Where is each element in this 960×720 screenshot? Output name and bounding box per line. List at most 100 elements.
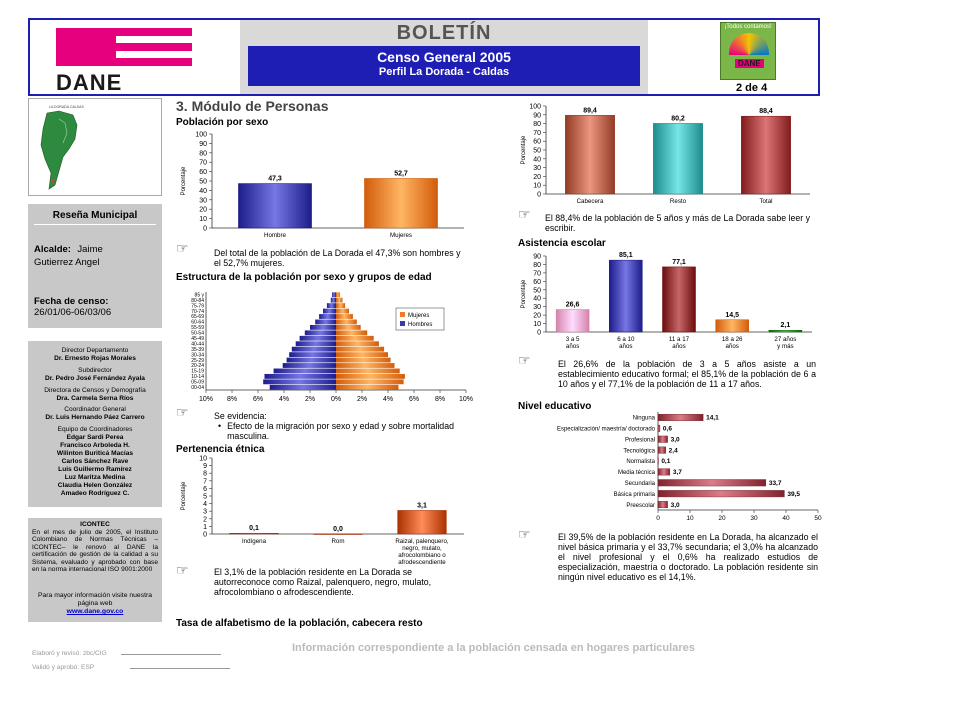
female-bar [336, 363, 395, 368]
female-bar [336, 303, 346, 309]
y-tick-label: 10 [533, 321, 541, 328]
bar [397, 510, 447, 535]
y-tick-label: 9 [203, 463, 207, 470]
rainbow-icon [729, 33, 769, 55]
age-group-label: 45-49 [191, 336, 204, 342]
age-group-label: 30-34 [191, 352, 204, 358]
pyramid-note: Se evidencia: • Efecto de la migración po… [214, 411, 468, 441]
pointing-hand-icon: ☞ [176, 240, 189, 256]
y-tick-label: 90 [533, 112, 541, 119]
data-label: 26,6 [566, 302, 580, 309]
y-tick-label: 100 [529, 104, 541, 111]
bar [657, 435, 668, 443]
data-label: 0,0 [333, 526, 343, 533]
age-group-label: 70-74 [191, 309, 204, 315]
female-bar [336, 379, 404, 385]
bar [657, 424, 661, 432]
dane-logo-text: DANE [56, 70, 123, 95]
y-tick-label: 20 [533, 313, 541, 320]
female-bar [336, 314, 353, 319]
y-tick-label: 70 [533, 270, 541, 277]
age-group-label: 55-59 [191, 325, 204, 331]
y-tick-label: 40 [199, 188, 207, 195]
legend-label-mujeres: Mujeres [408, 313, 429, 319]
bar [653, 123, 703, 195]
education-level-label: Normalista [626, 459, 655, 465]
male-bar [315, 319, 336, 325]
data-label: 3,0 [671, 436, 680, 443]
dane-logo: DANE [52, 26, 202, 95]
category-label: años [619, 343, 632, 350]
female-bar [336, 352, 388, 358]
y-tick-label: 80 [533, 262, 541, 269]
ethnic-chart-title: Pertenencia étnica [176, 444, 265, 455]
data-label: 0,1 [661, 458, 670, 465]
age-group-label: 20-24 [191, 363, 204, 369]
bar [657, 490, 785, 498]
y-tick-label: 2 [203, 516, 207, 523]
y-tick-label: 10 [533, 183, 541, 190]
data-label: 85,1 [619, 252, 633, 259]
bar [715, 319, 749, 333]
male-bar [330, 297, 336, 303]
data-label: 33,7 [769, 480, 782, 487]
mayor-label: Alcalde: [34, 244, 71, 255]
y-tick-label: 0 [537, 330, 541, 337]
y-tick-label: 30 [199, 197, 207, 204]
website-box: Para mayor información visite nuestra pá… [28, 586, 162, 622]
x-tick-label: 4% [383, 396, 393, 403]
mayor-name-last: Gutierrez Angel [34, 257, 100, 268]
category-label: afrodescendiente [398, 559, 446, 564]
y-axis-label: Porcentaje [521, 279, 527, 308]
category-label: 18 a 26 [722, 336, 743, 343]
age-group-label: 00-04 [191, 385, 204, 391]
pyramid-note-lead: Se evidencia: [214, 411, 267, 421]
x-tick-label: 40 [782, 515, 790, 522]
directory-name: Dr. Luis Hernando Páez Carrero [45, 414, 145, 422]
title-banner: Censo General 2005 Perfil La Dorada - Ca… [248, 46, 640, 86]
x-tick-label: 0 [656, 515, 660, 522]
icontec-heading: ICONTEC [80, 521, 110, 528]
title-box: BOLETÍN Censo General 2005 Perfil La Dor… [240, 20, 648, 94]
attendance-chart-title: Asistencia escolar [518, 238, 606, 249]
bar [662, 266, 696, 333]
category-label: y más [777, 343, 794, 350]
directory-name: Francisco Arboleda H. [60, 442, 130, 450]
section-title: 3. Módulo de Personas [176, 98, 329, 114]
website-text: Para mayor información visite nuestra pá… [37, 592, 153, 608]
y-tick-label: 50 [533, 148, 541, 155]
y-tick-label: 70 [199, 160, 207, 167]
bar [657, 413, 704, 421]
male-bar [286, 357, 336, 363]
male-bar [319, 314, 336, 319]
x-tick-label: 10% [459, 396, 473, 403]
data-label: 88,4 [759, 108, 773, 115]
y-tick-label: 5 [203, 494, 207, 501]
x-tick-label: 50 [814, 515, 822, 522]
x-tick-label: 30 [750, 515, 758, 522]
directory-name: Edgar Sardi Perea [66, 434, 124, 442]
bar [657, 446, 666, 454]
x-tick-label: 20 [718, 515, 726, 522]
data-label: 14,5 [725, 312, 739, 319]
map-label: LA DORADA CALDAS [49, 105, 84, 109]
age-group-label: 75-79 [191, 303, 204, 309]
education-level-label: Profesional [625, 437, 655, 443]
education-level-label: Preescolar [626, 503, 655, 509]
y-tick-label: 8 [203, 471, 207, 478]
age-group-label: 85 y [195, 292, 205, 298]
age-group-label: 60-64 [191, 320, 204, 326]
pointing-hand-icon: ☞ [176, 404, 189, 420]
age-group-label: 35-39 [191, 347, 204, 353]
website-link[interactable]: www.dane.gov.co [66, 608, 124, 616]
data-label: 0,1 [249, 525, 259, 532]
category-label: años [725, 343, 738, 350]
male-bar [326, 303, 336, 309]
age-group-label: 10-14 [191, 374, 204, 380]
x-tick-label: 6% [409, 396, 419, 403]
pointing-hand-icon: ☞ [518, 206, 531, 222]
data-label: 77,1 [672, 259, 686, 266]
y-tick-label: 50 [199, 179, 207, 186]
pointing-hand-icon: ☞ [518, 526, 531, 542]
